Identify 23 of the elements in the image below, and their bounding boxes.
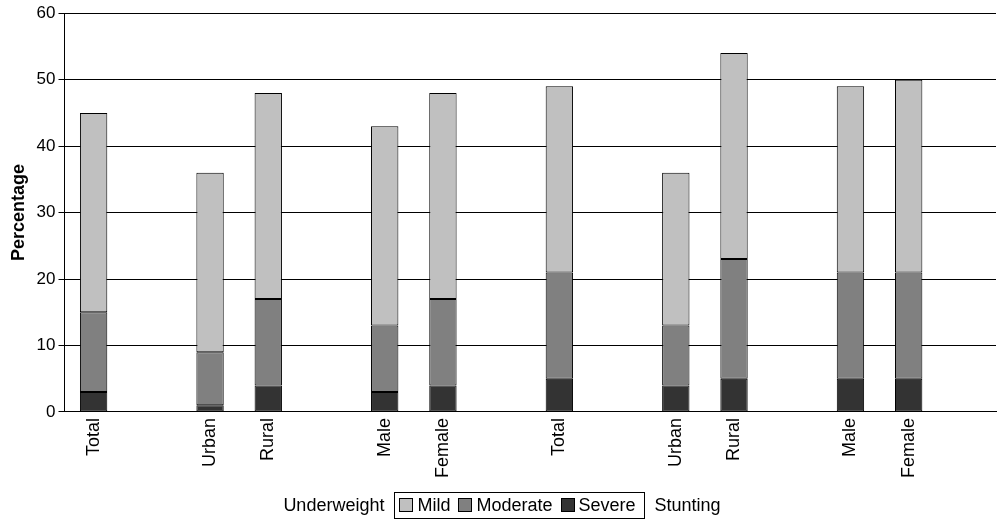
- y-tick-label: 50: [36, 69, 56, 89]
- y-tick-label: 30: [36, 202, 56, 222]
- x-tick-label: Female: [897, 417, 918, 479]
- x-tick-label: Male: [373, 417, 394, 457]
- x-tick-label: Total: [548, 417, 569, 457]
- y-tick-label: 60: [36, 2, 56, 22]
- x-tick-label: Urban: [199, 417, 220, 468]
- x-tick-label: Urban: [664, 417, 685, 468]
- x-tick-label: Female: [431, 417, 452, 479]
- text: Stunting: [654, 494, 721, 516]
- x-tick-label: Total: [82, 417, 103, 457]
- y-tick-label: 40: [36, 135, 56, 155]
- x-tick-label: Rural: [257, 417, 278, 461]
- y-tick-label: 0: [46, 401, 56, 421]
- x-tick-label: Rural: [722, 417, 743, 461]
- text: Underweight: [283, 494, 385, 516]
- y-tick-label: 10: [36, 335, 56, 355]
- x-tick-label: Male: [839, 417, 860, 457]
- y-tick-label: 20: [36, 268, 56, 288]
- legend-label: Mild: [417, 494, 451, 516]
- y-axis-title: Percentage: [7, 164, 28, 262]
- legend-label: Moderate: [476, 494, 553, 516]
- legend-label: Severe: [578, 494, 636, 516]
